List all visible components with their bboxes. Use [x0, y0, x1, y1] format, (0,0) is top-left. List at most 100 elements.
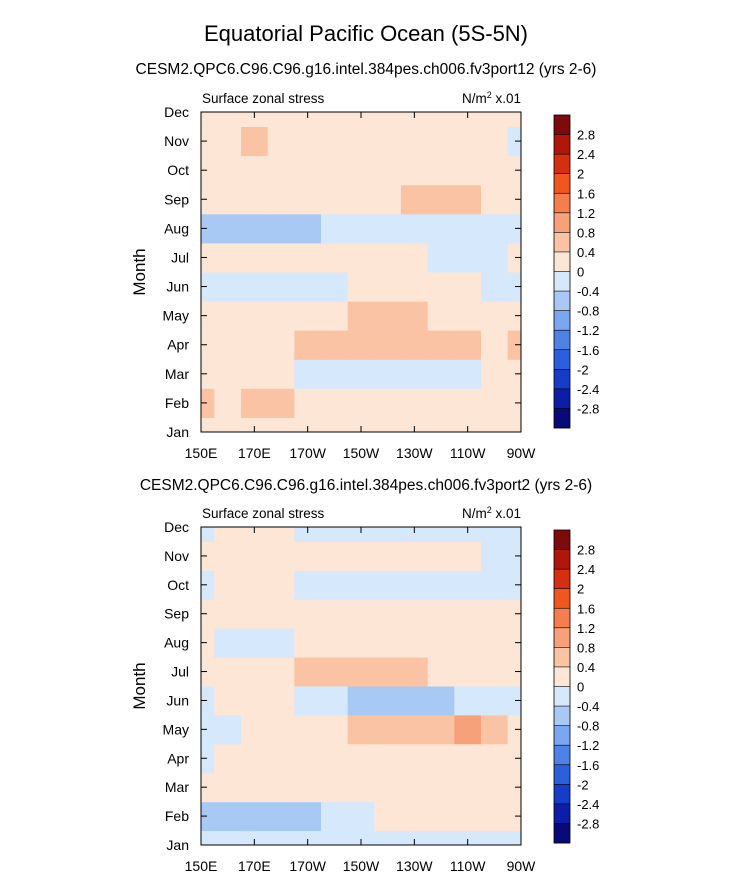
heatmap-cell [321, 570, 349, 600]
colorbar-label: -2.4 [577, 797, 599, 812]
heatmap-cell [241, 527, 269, 542]
heatmap-cell [481, 541, 509, 571]
heatmap-cell [347, 686, 375, 716]
heatmap-cell [481, 301, 509, 331]
units-label: N/m2 x.01 [462, 90, 521, 106]
heatmap-cell [481, 417, 509, 432]
colorbar-label: 1.2 [577, 206, 595, 221]
heatmap-cell [294, 272, 322, 302]
heatmap-cell [214, 743, 242, 774]
heatmap-cell [201, 126, 215, 157]
heatmap-cell [347, 801, 375, 832]
heatmap-cell [454, 801, 482, 832]
heatmap-cell [321, 541, 349, 571]
heatmap-cell [374, 599, 402, 629]
heatmap-cell [401, 830, 429, 845]
x-tick-label: 170E [238, 858, 271, 874]
heatmap-cell [241, 772, 269, 803]
heatmap-cell [374, 417, 402, 432]
colorbar-swatch [554, 232, 570, 253]
heatmap-cell [374, 743, 402, 774]
heatmap-cell [241, 830, 269, 845]
heatmap-cell [401, 417, 429, 432]
heatmap-cell [454, 657, 482, 687]
colorbar-swatch [554, 212, 570, 233]
panel-1-title: CESM2.QPC6.C96.C96.g16.intel.384pes.ch00… [135, 61, 597, 78]
heatmap-cell [427, 657, 455, 687]
y-tick-label: Feb [165, 808, 189, 824]
heatmap-cell [481, 830, 509, 845]
heatmap-cell [507, 330, 521, 360]
heatmap-cell [214, 599, 242, 629]
heatmap-cell [241, 112, 269, 128]
heatmap-cell [427, 272, 455, 302]
heatmap-cell [507, 657, 521, 687]
colorbar-label: 2.8 [577, 543, 595, 558]
heatmap-cell [214, 359, 242, 389]
y-tick-label: Jun [166, 279, 189, 295]
colorbar-label: 1.2 [577, 621, 595, 636]
heatmap-cell [201, 686, 215, 716]
heatmap-cell [427, 541, 455, 571]
heatmap-cell [201, 213, 215, 244]
heatmap-cell [481, 743, 509, 774]
heatmap-cell [294, 772, 322, 803]
colorbar-label: 0.8 [577, 640, 595, 655]
heatmap-cell [374, 657, 402, 687]
figure-title: Equatorial Pacific Ocean (5S-5N) [203, 21, 529, 46]
heatmap-cell [321, 599, 349, 629]
y-tick-label: Sep [164, 606, 189, 622]
x-tick-label: 170W [289, 858, 326, 874]
colorbar-label: 0.4 [577, 660, 595, 675]
colorbar-label: 2 [577, 582, 584, 597]
heatmap-cell [401, 126, 429, 157]
heatmap-cell [427, 714, 455, 745]
heatmap-cell [294, 388, 322, 418]
heatmap-cell [267, 242, 295, 273]
heatmap-cell [267, 657, 295, 687]
heatmap-cell [321, 714, 349, 745]
heatmap-cell [401, 112, 429, 128]
heatmap-cell [347, 417, 375, 432]
heatmap-cell [214, 242, 242, 273]
heatmap-cell [347, 657, 375, 687]
heatmap-cell [454, 126, 482, 157]
heatmap-cell [241, 330, 269, 360]
heatmap-cell [321, 686, 349, 716]
heatmap-cell [214, 801, 242, 832]
colorbar-swatch [554, 193, 570, 214]
y-tick-label: Apr [167, 337, 189, 353]
heatmap-cell [401, 599, 429, 629]
heatmap-cell [214, 155, 242, 186]
x-tick-label: 110W [450, 858, 486, 874]
heatmap-cell [427, 112, 455, 128]
heatmap-cell [201, 830, 215, 845]
heatmap-cell [347, 743, 375, 774]
x-tick-label: 130W [396, 858, 433, 874]
y-tick-label: Feb [165, 395, 189, 411]
heatmap-cell [267, 830, 295, 845]
heatmap-cell [374, 801, 402, 832]
heatmap-cell [401, 272, 429, 302]
heatmap-cell [214, 126, 242, 157]
heatmap-cell [267, 359, 295, 389]
heatmap-cell [267, 301, 295, 331]
heatmap-cell [374, 541, 402, 571]
heatmap-cell [401, 359, 429, 389]
heatmap-cell [401, 628, 429, 658]
heatmap-cell [347, 527, 375, 542]
heatmap-cell [294, 155, 322, 186]
heatmap-cell [347, 388, 375, 418]
heatmap-cell [294, 417, 322, 432]
heatmap-cell [427, 417, 455, 432]
heatmap-cell [267, 628, 295, 658]
colorbar-label: -2.4 [577, 382, 599, 397]
y-axis-label: Month [130, 662, 149, 709]
colorbar-label: -0.4 [577, 699, 599, 714]
heatmap-cell [347, 184, 375, 215]
heatmap-cell [294, 112, 322, 128]
colorbar-swatch [554, 349, 570, 370]
heatmap-cell [507, 126, 521, 157]
y-tick-label: Mar [165, 366, 189, 382]
heatmap-cell [374, 714, 402, 745]
